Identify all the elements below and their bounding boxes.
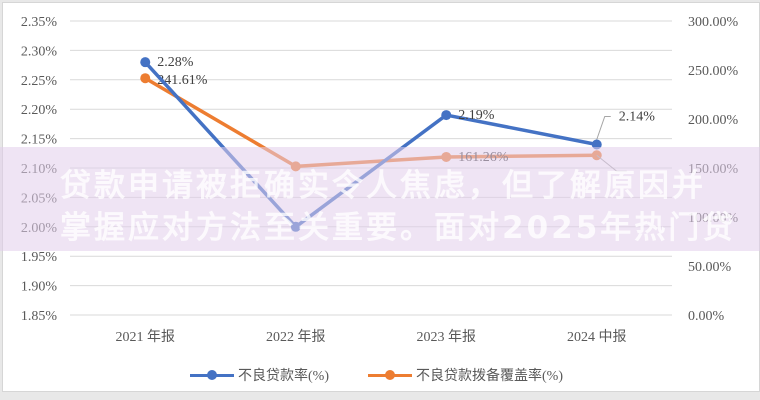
data-point-marker[interactable] (441, 110, 452, 121)
data-label: 241.61% (157, 73, 208, 88)
right-axis-tick: 250.00% (688, 64, 739, 79)
orange-line-marker-icon (368, 367, 412, 383)
left-axis-tick: 2.25% (21, 74, 58, 89)
series-lines: 241.61%161.26%2.28%2.19%2.14% (140, 55, 655, 232)
data-label: 2.28% (157, 55, 194, 70)
left-axis-tick: 1.95% (21, 250, 58, 265)
left-axis-tick: 1.90% (21, 280, 58, 295)
legend-item-npl-ratio[interactable]: 不良贷款率(%) (190, 365, 329, 385)
overlay-banner (0, 147, 760, 251)
left-axis-tick: 2.20% (21, 103, 58, 118)
left-axis-tick: 2.30% (21, 44, 58, 59)
x-axis-label: 2022 年报 (266, 329, 326, 345)
data-point-marker[interactable] (591, 139, 602, 150)
overlay-text-line-1: 贷款申请被拒确实令人焦虑，但了解原因并 (60, 168, 706, 204)
data-label: 2.14% (619, 109, 656, 124)
left-axis-tick: 1.85% (21, 309, 58, 324)
legend-item-coverage-ratio[interactable]: 不良贷款拨备覆盖率(%) (368, 365, 563, 385)
right-axis-tick: 300.00% (688, 15, 739, 30)
x-axis-label: 2024 中报 (567, 329, 627, 345)
right-axis-tick: 0.00% (688, 309, 725, 324)
data-point-marker[interactable] (140, 73, 151, 84)
right-axis-tick: 200.00% (688, 113, 739, 128)
overlay-text-line-2: 掌握应对方法至关重要。面对2025年热门贷 (60, 210, 737, 246)
left-axis-tick: 2.35% (21, 15, 58, 30)
data-label: 2.19% (458, 108, 495, 123)
legend-label: 不良贷款拨备覆盖率(%) (416, 369, 563, 384)
x-axis-labels: 2021 年报 2022 年报 2023 年报 2024 中报 (116, 329, 627, 345)
left-axis-tick: 2.15% (21, 133, 58, 148)
blue-line-marker-icon (190, 367, 234, 383)
data-point-marker[interactable] (140, 57, 151, 68)
right-axis-tick: 50.00% (688, 260, 732, 275)
x-axis-label: 2023 年报 (417, 329, 477, 345)
x-axis-label: 2021 年报 (116, 329, 176, 345)
legend-label: 不良贷款率(%) (238, 369, 329, 384)
